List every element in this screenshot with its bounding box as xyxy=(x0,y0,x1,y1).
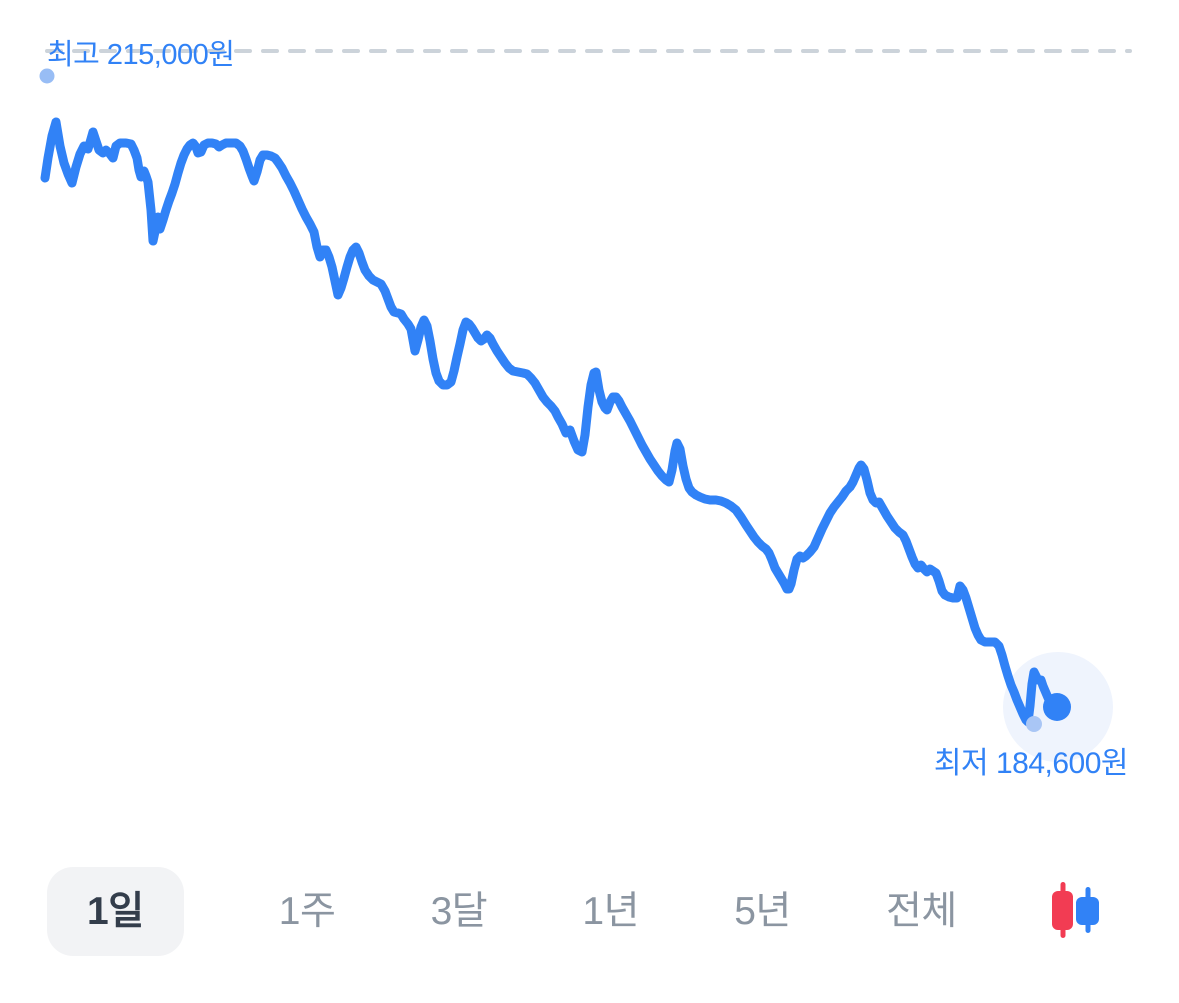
tab-1-day[interactable]: 1일 xyxy=(47,866,184,956)
candlestick-chart-toggle-button[interactable] xyxy=(1051,882,1100,940)
tab-5-years[interactable]: 5년 xyxy=(734,889,791,933)
red-candle-body xyxy=(1051,891,1073,930)
current-price-dot xyxy=(1043,693,1071,721)
low-point-dot xyxy=(1026,716,1042,732)
tab-3-months[interactable]: 3달 xyxy=(430,889,488,933)
chart-svg xyxy=(39,49,1132,762)
tab-1-week[interactable]: 1주 xyxy=(278,889,336,933)
blue-candle-body xyxy=(1075,897,1099,925)
tab-all[interactable]: 전체 xyxy=(885,889,957,933)
price-chart[interactable]: 최고 215,000원 최저 184,600원 xyxy=(0,0,1179,860)
candlestick-icon xyxy=(1051,882,1099,938)
high-time-dot xyxy=(39,68,55,84)
tab-1-year[interactable]: 1년 xyxy=(582,889,639,933)
high-price-label: 최고 215,000원 xyxy=(47,39,235,71)
low-price-label: 최저 184,600원 xyxy=(933,747,1129,780)
price-line xyxy=(40,117,1060,727)
period-tabs: 1일 1주 3달 1년 5년 전체 xyxy=(47,864,1132,958)
